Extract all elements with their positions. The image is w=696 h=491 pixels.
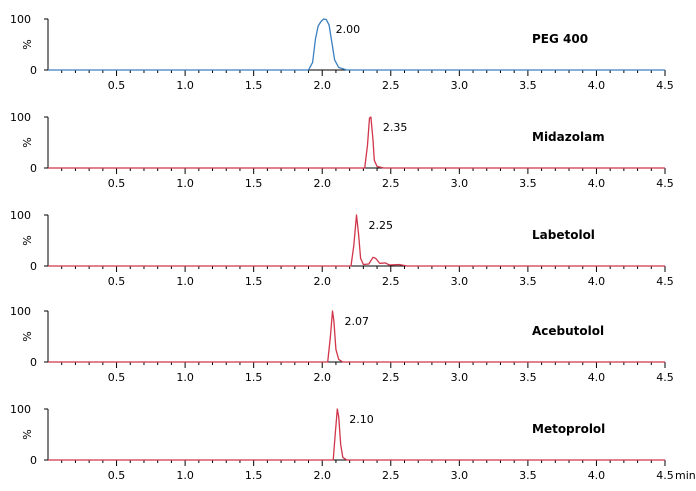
x-tick-label-5-1: 0.5 xyxy=(108,469,126,482)
x-tick-label-5-5: 2.5 xyxy=(382,469,400,482)
x-tick-label-3-1: 0.5 xyxy=(108,275,126,288)
compound-name-5: Metoprolol xyxy=(532,422,605,436)
y-tick-label-0-3: 0 xyxy=(30,260,37,273)
x-tick-label-4-9: 4.5 xyxy=(656,371,674,384)
x-unit-label: min xyxy=(675,469,696,482)
y-tick-label-0-2: 0 xyxy=(30,162,37,175)
trace-1 xyxy=(48,18,665,71)
y-tick-label-100-3: 100 xyxy=(10,209,31,222)
x-tick-label-4-2: 1.0 xyxy=(176,371,194,384)
x-tick-label-5-8: 4.0 xyxy=(588,469,606,482)
x-tick-label-4-7: 3.5 xyxy=(519,371,537,384)
x-tick-label-1-6: 3.0 xyxy=(451,79,469,92)
x-tick-label-3-9: 4.5 xyxy=(656,275,674,288)
x-tick-label-5-9: 4.5 xyxy=(656,469,674,482)
x-tick-label-4-6: 3.0 xyxy=(451,371,469,384)
x-tick-label-3-6: 3.0 xyxy=(451,275,469,288)
compound-name-2: Midazolam xyxy=(532,130,605,144)
x-tick-label-2-5: 2.5 xyxy=(382,177,400,190)
y-axis-label-2: % xyxy=(20,137,33,147)
x-tick-label-3-5: 2.5 xyxy=(382,275,400,288)
x-tick-label-2-3: 1.5 xyxy=(245,177,263,190)
x-tick-label-4-1: 0.5 xyxy=(108,371,126,384)
y-tick-label-0-4: 0 xyxy=(30,356,37,369)
y-axis-label-5: % xyxy=(20,429,33,439)
peak-label-5: 2.10 xyxy=(349,413,374,426)
x-tick-label-3-2: 1.0 xyxy=(176,275,194,288)
x-tick-label-2-1: 0.5 xyxy=(108,177,126,190)
x-tick-label-5-4: 2.0 xyxy=(313,469,331,482)
compound-name-4: Acebutolol xyxy=(532,324,604,338)
x-tick-label-2-7: 3.5 xyxy=(519,177,537,190)
x-tick-label-1-3: 1.5 xyxy=(245,79,263,92)
x-tick-label-3-3: 1.5 xyxy=(245,275,263,288)
x-tick-label-2-8: 4.0 xyxy=(588,177,606,190)
trace-2 xyxy=(48,116,665,169)
x-tick-label-1-1: 0.5 xyxy=(108,79,126,92)
y-tick-label-100-1: 100 xyxy=(10,13,31,26)
x-tick-label-3-4: 2.0 xyxy=(313,275,331,288)
x-tick-label-3-7: 3.5 xyxy=(519,275,537,288)
peak-label-2: 2.35 xyxy=(383,121,408,134)
x-tick-label-1-9: 4.5 xyxy=(656,79,674,92)
x-tick-label-4-8: 4.0 xyxy=(588,371,606,384)
peak-label-3: 2.25 xyxy=(369,219,394,232)
y-tick-label-0-1: 0 xyxy=(30,64,37,77)
y-tick-label-100-5: 100 xyxy=(10,403,31,416)
peak-label-4: 2.07 xyxy=(345,315,370,328)
x-tick-label-1-5: 2.5 xyxy=(382,79,400,92)
y-axis-label-4: % xyxy=(20,331,33,341)
y-axis-label-1: % xyxy=(20,39,33,49)
x-tick-label-5-6: 3.0 xyxy=(451,469,469,482)
trace-5 xyxy=(48,408,665,461)
x-tick-label-1-4: 2.0 xyxy=(313,79,331,92)
x-tick-label-4-4: 2.0 xyxy=(313,371,331,384)
x-tick-label-1-2: 1.0 xyxy=(176,79,194,92)
x-tick-label-4-5: 2.5 xyxy=(382,371,400,384)
x-tick-label-3-8: 4.0 xyxy=(588,275,606,288)
y-tick-label-100-4: 100 xyxy=(10,305,31,318)
trace-3 xyxy=(48,214,665,267)
x-tick-label-5-2: 1.0 xyxy=(176,469,194,482)
y-tick-label-0-5: 0 xyxy=(30,454,37,467)
x-tick-label-4-3: 1.5 xyxy=(245,371,263,384)
x-tick-label-1-7: 3.5 xyxy=(519,79,537,92)
x-tick-label-1-8: 4.0 xyxy=(588,79,606,92)
x-tick-label-2-9: 4.5 xyxy=(656,177,674,190)
compound-name-3: Labetolol xyxy=(532,228,595,242)
y-tick-label-100-2: 100 xyxy=(10,111,31,124)
x-tick-label-5-7: 3.5 xyxy=(519,469,537,482)
x-tick-label-2-2: 1.0 xyxy=(176,177,194,190)
trace-4 xyxy=(48,310,665,363)
peak-label-1: 2.00 xyxy=(336,23,361,36)
y-axis-label-3: % xyxy=(20,235,33,245)
x-tick-label-2-6: 3.0 xyxy=(451,177,469,190)
compound-name-1: PEG 400 xyxy=(532,32,588,46)
x-tick-label-5-3: 1.5 xyxy=(245,469,263,482)
x-tick-label-2-4: 2.0 xyxy=(313,177,331,190)
